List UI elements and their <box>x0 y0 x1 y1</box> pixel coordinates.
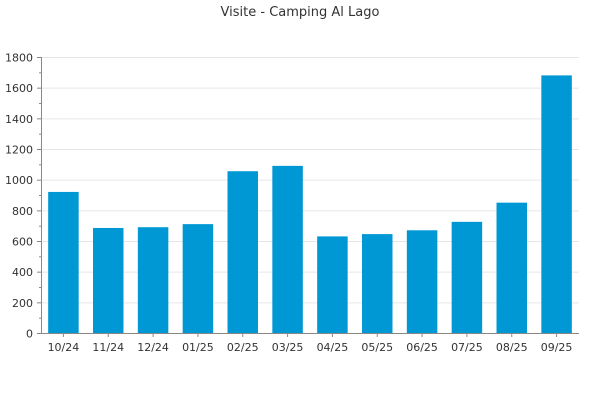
x-tick-label: 04/25 <box>317 341 349 354</box>
x-tick-label: 02/25 <box>227 341 259 354</box>
x-tick-label: 08/25 <box>496 341 528 354</box>
x-tick-label: 07/25 <box>451 341 483 354</box>
bar-10-24 <box>48 191 79 333</box>
x-tick-label: 01/25 <box>182 341 214 354</box>
bar-08-25 <box>496 202 527 333</box>
axes-layer: 0 200 400 600 800 1000 1200 1400 1600 1800 10/24 11… <box>5 52 579 354</box>
bar-02-25 <box>227 171 258 333</box>
y-tick-label: 1600 <box>5 82 33 95</box>
bar-03-25 <box>272 165 303 333</box>
y-tick-label: 0 <box>26 328 33 341</box>
bar-07-25 <box>451 221 483 333</box>
chart-title: Visite - Camping Al Lago <box>221 5 380 20</box>
x-tick-label: 10/24 <box>48 341 80 354</box>
x-tick-label: 06/25 <box>406 341 438 354</box>
bar-05-25 <box>362 234 393 333</box>
grid-layer <box>41 57 579 304</box>
y-tick-label: 1000 <box>5 174 33 187</box>
bar-12-24 <box>137 227 169 333</box>
x-tick-label: 12/24 <box>137 341 169 354</box>
bar-04-25 <box>317 236 348 333</box>
y-tick-label: 200 <box>12 297 33 310</box>
y-tick-label: 400 <box>12 266 33 279</box>
bar-11-24 <box>93 227 124 333</box>
x-tick-label: 11/24 <box>92 341 124 354</box>
y-tick-label: 600 <box>12 236 33 249</box>
x-tick-label: 09/25 <box>541 341 573 354</box>
x-tick-label: 05/25 <box>361 341 393 354</box>
x-tick-label: 03/25 <box>272 341 304 354</box>
y-tick-label: 800 <box>12 205 33 218</box>
bar-06-25 <box>406 230 438 333</box>
bar-01-25 <box>182 224 214 333</box>
y-tick-label: 1200 <box>5 144 33 157</box>
bars-layer <box>48 75 572 334</box>
bar-09-25 <box>541 75 572 334</box>
y-tick-label: 1800 <box>5 52 33 65</box>
y-tick-label: 1400 <box>5 113 33 126</box>
